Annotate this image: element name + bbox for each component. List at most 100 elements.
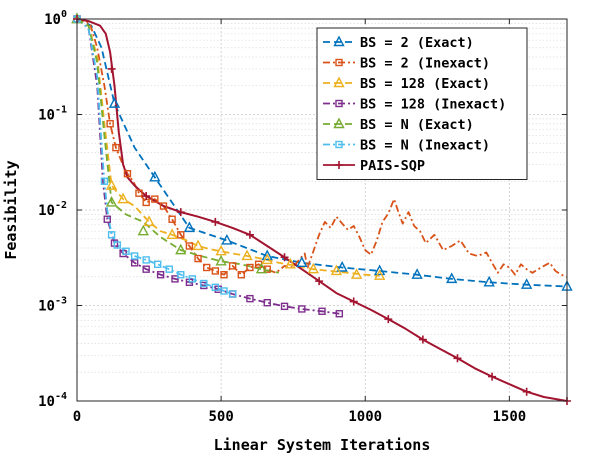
data-point [237, 271, 245, 279]
data-point [221, 233, 233, 245]
data-point [105, 179, 118, 190]
data-point [175, 243, 187, 255]
data-point [453, 354, 462, 363]
data-point [446, 272, 458, 284]
data-point [203, 263, 211, 272]
data-point [211, 267, 220, 275]
data-point [315, 277, 324, 286]
data-point [142, 192, 151, 201]
data-point [135, 189, 143, 197]
data-point [373, 269, 386, 280]
data-point [373, 264, 386, 276]
data-point [384, 315, 393, 324]
y-tick-label: 10-2 [38, 200, 67, 219]
series-line [77, 19, 279, 274]
data-point [105, 195, 118, 207]
data-point [411, 268, 423, 279]
data-point [156, 271, 165, 279]
data-point [168, 215, 176, 223]
data-point [107, 64, 116, 73]
y-tick-label: 10-4 [38, 391, 67, 410]
data-point [165, 265, 173, 273]
data-point [143, 215, 155, 227]
data-point [261, 249, 273, 261]
data-point [123, 169, 132, 178]
data-point [166, 228, 178, 239]
data-point [149, 170, 161, 182]
data-point [522, 387, 531, 396]
data-point [108, 97, 121, 108]
data-point [117, 192, 129, 204]
data-point [154, 260, 162, 269]
data-point [280, 253, 289, 262]
legend-label: BS = 128 (Inexact) [360, 97, 506, 113]
data-point [215, 254, 227, 266]
data-point [336, 261, 348, 272]
data-point [113, 241, 122, 249]
data-point [130, 252, 139, 260]
data-point [349, 297, 358, 306]
legend-label: PAIS-SQP [360, 158, 425, 174]
series-line [77, 19, 233, 295]
legend-label: BS = N (Exact) [360, 117, 474, 133]
data-point [142, 256, 150, 264]
legend-label: BS = 128 (Exact) [360, 76, 490, 92]
data-point [183, 221, 196, 233]
legend-marker [335, 58, 343, 67]
y-tick-label: 10-3 [38, 296, 67, 315]
data-point [151, 195, 159, 203]
data-point [185, 242, 194, 250]
data-point [211, 217, 220, 226]
data-point [318, 307, 326, 315]
data-point [335, 310, 343, 318]
data-point [228, 290, 237, 298]
data-point [177, 231, 185, 239]
legend-marker [333, 117, 345, 129]
series-line [77, 19, 340, 315]
data-point [106, 120, 114, 128]
data-point [418, 335, 427, 344]
data-point [100, 177, 109, 185]
y-tick-label: 10-1 [38, 105, 67, 124]
data-point [330, 264, 343, 276]
data-point [241, 249, 253, 261]
data-point [245, 230, 254, 239]
data-point [194, 254, 202, 263]
y-axis-label: Feasibility [2, 160, 20, 259]
x-tick-label: 1000 [348, 409, 382, 425]
data-point [280, 302, 289, 311]
data-point [137, 224, 149, 236]
data-point [215, 244, 227, 256]
data-point [350, 268, 363, 279]
tick-group: 0 500 1000 1500 100 10-1 10-2 10-3 10-4 [38, 9, 567, 425]
legend-marker [333, 76, 345, 88]
data-point [112, 143, 120, 152]
data-point [177, 271, 185, 279]
data-point [255, 262, 268, 274]
data-point [220, 287, 228, 295]
x-tick-label: 500 [208, 409, 233, 425]
data-point [520, 278, 533, 289]
data-point [200, 279, 208, 288]
data-point [103, 215, 111, 223]
data-point [488, 372, 497, 381]
data-point [211, 283, 220, 292]
data-point [142, 265, 150, 273]
data-point [220, 271, 228, 279]
series-line [77, 19, 567, 401]
y-tick-label: 100 [44, 9, 67, 28]
x-tick-label: 1500 [492, 409, 526, 425]
legend-label: BS = 2 (Inexact) [360, 56, 490, 72]
data-point [188, 275, 196, 283]
legend-marker [335, 99, 343, 108]
data-point [261, 253, 273, 265]
data-point [284, 257, 296, 269]
legend-marker [333, 35, 345, 47]
x-tick-label: 0 [73, 409, 81, 425]
legend-label: BS = 2 (Exact) [360, 35, 474, 51]
data-point [159, 202, 168, 210]
series-line [77, 19, 567, 278]
data-point [298, 305, 306, 313]
data-point [122, 247, 130, 255]
